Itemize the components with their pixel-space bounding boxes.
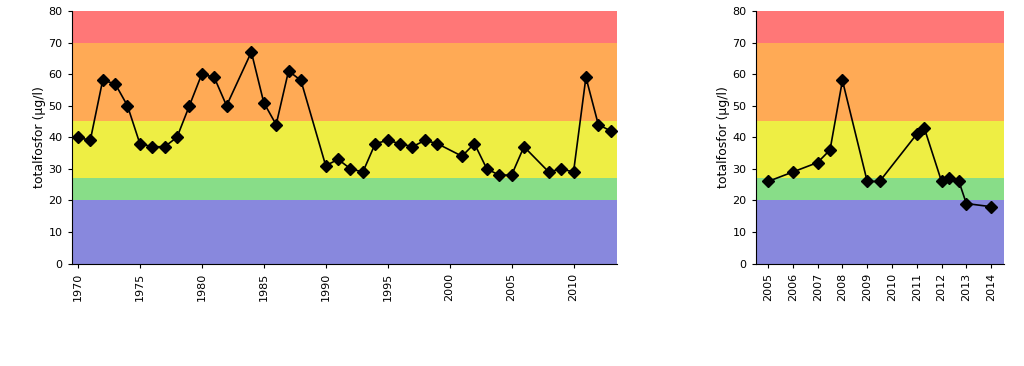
- Bar: [72, 122, 616, 178]
- Bar: [72, 201, 616, 264]
- Bar: [756, 42, 1004, 122]
- Y-axis label: totalfosfor (μg/l): totalfosfor (μg/l): [717, 86, 730, 188]
- Bar: [756, 201, 1004, 264]
- Y-axis label: totalfosfor (μg/l): totalfosfor (μg/l): [33, 86, 46, 188]
- Bar: [72, 11, 616, 42]
- Bar: [72, 42, 616, 122]
- Bar: [756, 122, 1004, 178]
- Bar: [756, 11, 1004, 42]
- Bar: [72, 178, 616, 201]
- Bar: [756, 178, 1004, 201]
